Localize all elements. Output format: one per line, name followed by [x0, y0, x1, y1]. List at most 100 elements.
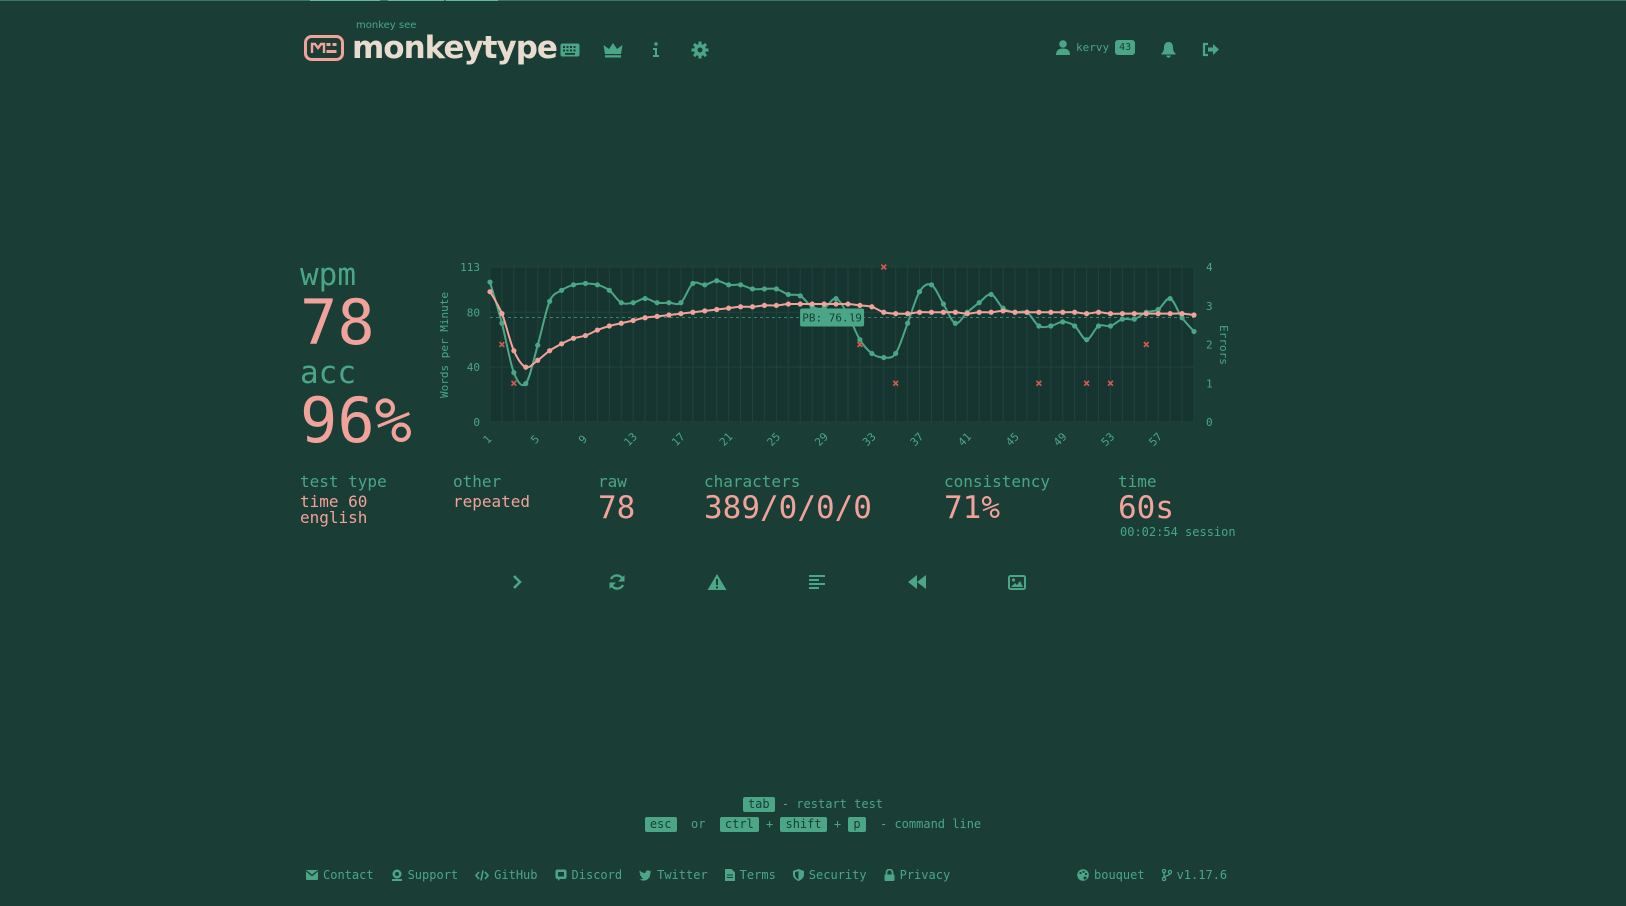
- raw-value: 78: [598, 490, 636, 526]
- raw-point: [1060, 319, 1066, 325]
- wpm-point: [857, 302, 863, 309]
- sign-out-button[interactable]: [1199, 37, 1223, 61]
- footer-terms-link[interactable]: Terms: [724, 868, 776, 882]
- wpm-label: wpm: [300, 257, 356, 293]
- watch-replay-button[interactable]: [905, 570, 929, 594]
- raw-point: [773, 286, 779, 292]
- version-button[interactable]: v1.17.6: [1161, 868, 1227, 882]
- x-tick-label: 25: [765, 430, 784, 449]
- wpm-point: [916, 309, 923, 315]
- x-tick-label: 37: [908, 430, 927, 449]
- x-tick-label: 57: [1146, 430, 1165, 449]
- raw-point: [582, 280, 589, 287]
- footer-contact-link[interactable]: Contact: [306, 868, 374, 882]
- logo[interactable]: monkey see monkeytype: [304, 20, 558, 70]
- footer-discord-link[interactable]: Discord: [555, 868, 622, 882]
- x-tick-label: 33: [860, 430, 879, 449]
- footer-privacy-link[interactable]: Privacy: [884, 868, 950, 882]
- footer-support-link[interactable]: Support: [391, 868, 458, 882]
- raw-point: [785, 291, 791, 298]
- test-type-value-line1: time 60: [300, 492, 368, 511]
- wpm-point: [702, 308, 708, 314]
- x-tick-label: 5: [528, 433, 542, 447]
- align-left-icon: [809, 575, 825, 589]
- practice-words-button[interactable]: [705, 570, 729, 594]
- wpm-point: [940, 309, 947, 315]
- y-tick-label: 0: [473, 416, 480, 429]
- lock-icon: [884, 869, 895, 881]
- wpm-point: [1179, 311, 1185, 317]
- time-value: 60s: [1118, 490, 1174, 526]
- footer-security-link[interactable]: Security: [792, 868, 867, 882]
- x-tick-label: 13: [621, 430, 640, 449]
- backward-icon: [908, 575, 926, 589]
- raw-point: [690, 280, 696, 287]
- wpm-point: [606, 323, 612, 329]
- raw-point: [1084, 337, 1090, 343]
- session-time: 00:02:54 session: [1120, 525, 1236, 539]
- raw-point: [797, 293, 803, 299]
- y2-tick-label: 1: [1206, 377, 1213, 390]
- raw-point: [702, 282, 708, 288]
- top-loader-bar: [0, 0, 1626, 1]
- repeat-test-button[interactable]: [605, 570, 629, 594]
- footer-twitter-link[interactable]: Twitter: [639, 868, 708, 882]
- raw-point: [523, 380, 529, 387]
- info-icon: [653, 42, 659, 57]
- y2-axis-label: Errors: [1217, 325, 1230, 365]
- nav-settings-button[interactable]: [688, 38, 712, 62]
- theme-name: bouquet: [1094, 868, 1145, 882]
- wpm-point: [1048, 309, 1054, 315]
- nav-about-button[interactable]: [644, 38, 668, 62]
- raw-point: [928, 282, 935, 288]
- characters-label: characters: [704, 472, 801, 491]
- raw-point: [1072, 323, 1078, 329]
- wpm-point: [773, 302, 779, 309]
- nav-test-button[interactable]: [558, 38, 582, 62]
- raw-point: [1048, 323, 1054, 329]
- nav-leaderboards-button[interactable]: [601, 38, 625, 62]
- y2-tick-label: 2: [1206, 339, 1213, 352]
- wpm-point: [690, 309, 696, 315]
- logo-keyboard-icon: [304, 35, 344, 61]
- error-marker: [1035, 380, 1042, 387]
- save-screenshot-button[interactable]: [1005, 570, 1029, 594]
- x-tick-label: 17: [669, 430, 688, 449]
- raw-point: [511, 370, 517, 376]
- raw-point: [952, 320, 958, 326]
- wpm-point: [869, 304, 875, 310]
- error-marker: [498, 341, 505, 348]
- notifications-button[interactable]: [1156, 37, 1180, 61]
- theme-button[interactable]: bouquet: [1077, 868, 1145, 882]
- characters-value: 389/0/0/0: [704, 490, 872, 526]
- restart-hint-text: - restart test: [781, 797, 884, 811]
- y-tick-label: 113: [460, 261, 480, 274]
- wpm-point: [582, 332, 589, 339]
- account-button[interactable]: kervy 43: [1056, 40, 1136, 55]
- plus-text: +: [833, 817, 842, 831]
- footer-links: Contact Support GitHub Discord Twitter T…: [306, 868, 967, 882]
- wpm-point: [928, 309, 935, 315]
- error-marker: [1143, 341, 1150, 348]
- raw-point: [678, 300, 684, 306]
- wpm-point: [1143, 311, 1149, 317]
- wpm-point: [714, 306, 720, 313]
- consistency-label: consistency: [944, 472, 1050, 491]
- raw-point: [940, 301, 947, 307]
- raw-point: [893, 350, 899, 357]
- wpm-point: [821, 301, 827, 307]
- wpm-point: [726, 305, 732, 311]
- wpm-point: [558, 341, 565, 347]
- wpm-point: [785, 301, 791, 307]
- pb-label: PB: 76.19: [802, 311, 862, 324]
- wpm-point: [833, 301, 839, 307]
- x-tick-label: 45: [1003, 430, 1022, 449]
- next-test-button[interactable]: [505, 570, 529, 594]
- raw-point: [761, 286, 768, 292]
- toggle-words-history-button[interactable]: [805, 570, 829, 594]
- palette-icon: [1077, 869, 1089, 881]
- footer-github-link[interactable]: GitHub: [475, 868, 538, 882]
- wpm-point: [761, 302, 768, 309]
- file-icon: [724, 869, 735, 881]
- raw-point: [499, 320, 505, 326]
